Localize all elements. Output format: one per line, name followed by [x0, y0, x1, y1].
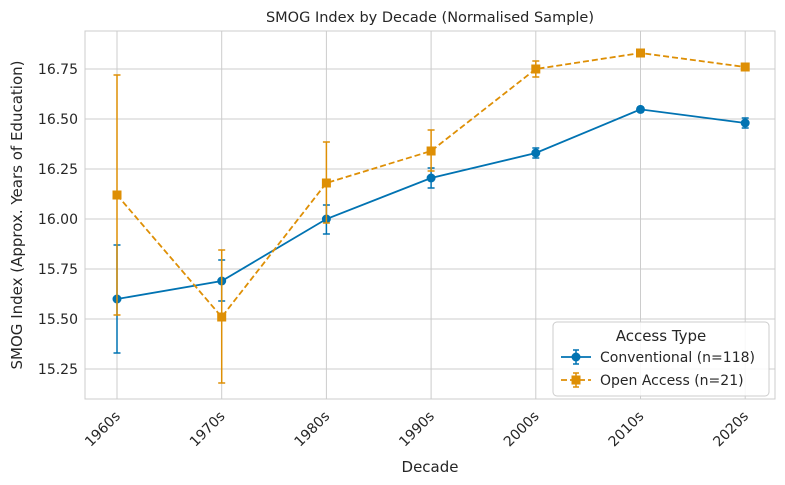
data-point: [740, 62, 750, 72]
legend-title: Access Type: [616, 327, 707, 345]
y-tick-label: 15.25: [38, 362, 78, 378]
legend-label: Open Access (n=21): [600, 373, 744, 389]
data-point: [636, 104, 645, 114]
legend-label: Conventional (n=118): [600, 350, 755, 366]
y-tick-label: 15.50: [38, 312, 78, 328]
y-tick-label: 16.00: [38, 212, 78, 228]
data-point: [740, 118, 750, 128]
legend-box: [552, 321, 770, 397]
x-axis-label: Decade: [402, 458, 459, 476]
legend-marker: [571, 375, 581, 385]
series-layer: [112, 48, 750, 384]
data-point: [426, 173, 436, 183]
x-tick-labels: 1960s 1970s 1980s 1990s 2000s 2010s 2020s: [82, 409, 752, 451]
data-point: [217, 312, 227, 322]
x-tick-label: 1980s: [292, 409, 334, 451]
x-tick-label: 2010s: [606, 409, 648, 451]
legend: Access Type Conventional (n=118) Open Acc…: [552, 321, 770, 397]
y-tick-label: 16.50: [38, 112, 78, 128]
y-tick-label: 16.75: [38, 62, 78, 78]
legend-marker: [571, 352, 581, 362]
y-tick-labels: 15.25 15.50 15.75 16.00 16.25 16.50 16.75: [38, 62, 78, 378]
x-tick-label: 1960s: [82, 409, 124, 451]
data-point: [321, 178, 331, 188]
chart-title: SMOG Index by Decade (Normalised Sample): [266, 10, 594, 26]
data-point: [531, 64, 541, 74]
y-tick-label: 16.25: [38, 162, 78, 178]
data-point: [636, 48, 645, 58]
y-axis-label: SMOG Index (Approx. Years of Education): [8, 61, 26, 370]
data-point: [112, 190, 122, 200]
legend-items: Conventional (n=118) Open Access (n=21): [561, 349, 755, 389]
x-tick-label: 1990s: [396, 409, 438, 451]
data-point: [426, 146, 436, 156]
x-tick-label: 2000s: [501, 409, 543, 451]
plot-frame: [84, 30, 776, 400]
x-tick-label: 2020s: [710, 409, 752, 451]
y-tick-label: 15.75: [38, 262, 78, 278]
data-point: [531, 148, 541, 158]
x-tick-label: 1970s: [187, 409, 229, 451]
legend-item: Open Access (n=21): [561, 372, 744, 389]
legend-item: Conventional (n=118): [561, 349, 755, 366]
series-1: [112, 48, 750, 384]
